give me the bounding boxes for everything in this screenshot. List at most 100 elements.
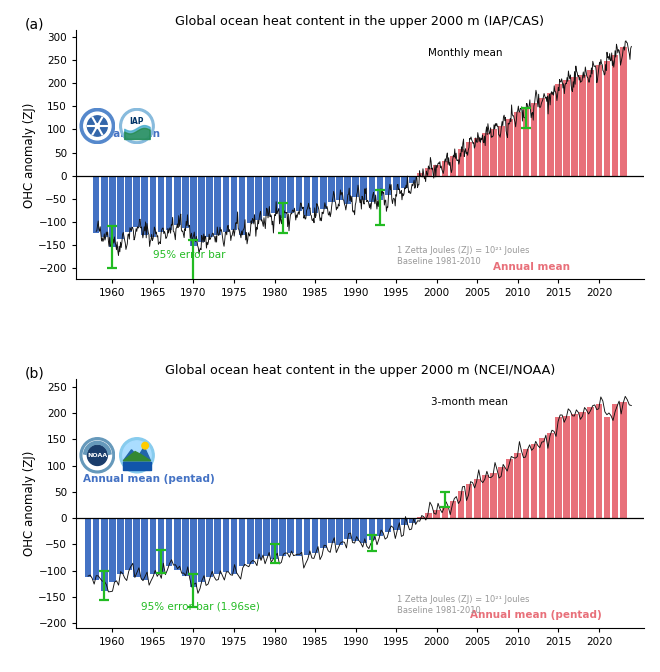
Bar bbox=[579, 75, 586, 175]
Bar bbox=[620, 402, 626, 518]
Text: (b): (b) bbox=[25, 367, 45, 380]
Bar bbox=[312, 175, 318, 214]
Bar bbox=[336, 518, 343, 546]
Bar bbox=[409, 175, 416, 183]
Bar bbox=[434, 510, 440, 518]
Bar bbox=[401, 175, 408, 188]
Bar bbox=[207, 175, 213, 237]
Bar bbox=[393, 518, 399, 530]
Bar bbox=[555, 84, 562, 175]
Bar bbox=[498, 126, 505, 175]
Bar bbox=[109, 518, 116, 582]
Bar bbox=[166, 175, 172, 230]
Bar bbox=[352, 518, 359, 541]
Bar bbox=[466, 484, 473, 518]
Bar bbox=[368, 175, 375, 202]
Bar bbox=[506, 120, 513, 175]
Bar bbox=[271, 175, 278, 214]
Bar bbox=[425, 513, 432, 518]
Bar bbox=[182, 518, 189, 576]
Bar bbox=[620, 47, 626, 175]
Bar bbox=[377, 518, 383, 536]
Bar bbox=[490, 128, 497, 175]
Bar bbox=[198, 175, 205, 242]
Bar bbox=[271, 518, 278, 558]
Bar bbox=[222, 518, 229, 572]
Bar bbox=[133, 518, 140, 577]
Bar bbox=[360, 175, 367, 200]
Bar bbox=[490, 472, 497, 518]
Bar bbox=[587, 407, 594, 518]
Bar bbox=[141, 518, 148, 580]
Bar bbox=[515, 112, 521, 175]
Text: Annual mean: Annual mean bbox=[493, 263, 570, 272]
Bar bbox=[101, 175, 108, 237]
Bar bbox=[539, 98, 545, 175]
Text: Annual mean: Annual mean bbox=[83, 128, 160, 138]
Bar bbox=[531, 103, 537, 175]
Bar bbox=[368, 518, 375, 540]
Bar bbox=[563, 79, 570, 175]
Bar bbox=[117, 518, 124, 575]
Bar bbox=[579, 412, 586, 518]
Bar bbox=[612, 404, 618, 518]
Bar bbox=[296, 175, 302, 211]
Bar bbox=[141, 175, 148, 235]
Bar bbox=[231, 518, 238, 575]
Bar bbox=[125, 175, 132, 232]
Bar bbox=[555, 417, 562, 518]
Bar bbox=[506, 460, 513, 518]
Bar bbox=[150, 518, 156, 575]
Bar bbox=[604, 417, 610, 518]
Bar bbox=[482, 475, 488, 518]
Bar bbox=[279, 518, 286, 556]
Title: Global ocean heat content in the upper 2000 m (NCEI/NOAA): Global ocean heat content in the upper 2… bbox=[164, 364, 555, 376]
Bar bbox=[174, 175, 181, 225]
Bar bbox=[214, 518, 221, 575]
Bar bbox=[255, 175, 261, 220]
Bar bbox=[547, 93, 554, 175]
Bar bbox=[312, 518, 318, 553]
Bar bbox=[442, 507, 448, 518]
Text: Monthly mean: Monthly mean bbox=[428, 48, 502, 58]
Bar bbox=[279, 175, 286, 218]
Bar bbox=[449, 501, 456, 518]
Bar bbox=[190, 175, 197, 246]
Bar bbox=[466, 142, 473, 175]
Bar bbox=[515, 452, 521, 518]
Bar bbox=[328, 175, 335, 202]
Bar bbox=[296, 518, 302, 556]
Bar bbox=[190, 518, 197, 587]
Bar bbox=[523, 449, 529, 518]
Bar bbox=[304, 518, 310, 555]
Bar bbox=[458, 491, 465, 518]
Bar bbox=[288, 175, 294, 214]
Text: Annual mean (pentad): Annual mean (pentad) bbox=[83, 474, 215, 484]
Bar bbox=[442, 161, 448, 175]
Bar bbox=[263, 518, 270, 556]
Bar bbox=[84, 518, 91, 577]
Text: 95% error bar: 95% error bar bbox=[152, 250, 225, 260]
Bar bbox=[328, 518, 335, 543]
Title: Global ocean heat content in the upper 2000 m (IAP/CAS): Global ocean heat content in the upper 2… bbox=[175, 15, 544, 28]
Bar bbox=[417, 517, 424, 518]
Bar bbox=[385, 518, 391, 532]
Bar bbox=[109, 175, 116, 247]
Y-axis label: OHC anomaly (ZJ): OHC anomaly (ZJ) bbox=[22, 451, 36, 556]
Text: 95% error bar (1.96se): 95% error bar (1.96se) bbox=[141, 601, 260, 612]
Bar bbox=[401, 518, 408, 526]
Bar bbox=[174, 518, 181, 570]
Bar bbox=[434, 165, 440, 175]
Bar bbox=[531, 444, 537, 518]
Bar bbox=[239, 518, 246, 566]
Bar bbox=[612, 54, 618, 175]
Bar bbox=[595, 65, 602, 175]
Bar bbox=[393, 175, 399, 190]
Bar bbox=[320, 175, 327, 209]
Bar bbox=[166, 518, 172, 566]
Bar bbox=[360, 518, 367, 543]
Bar bbox=[498, 467, 505, 518]
Y-axis label: OHC anomaly (ZJ): OHC anomaly (ZJ) bbox=[22, 102, 36, 208]
Bar bbox=[572, 414, 578, 518]
Bar bbox=[150, 175, 156, 237]
